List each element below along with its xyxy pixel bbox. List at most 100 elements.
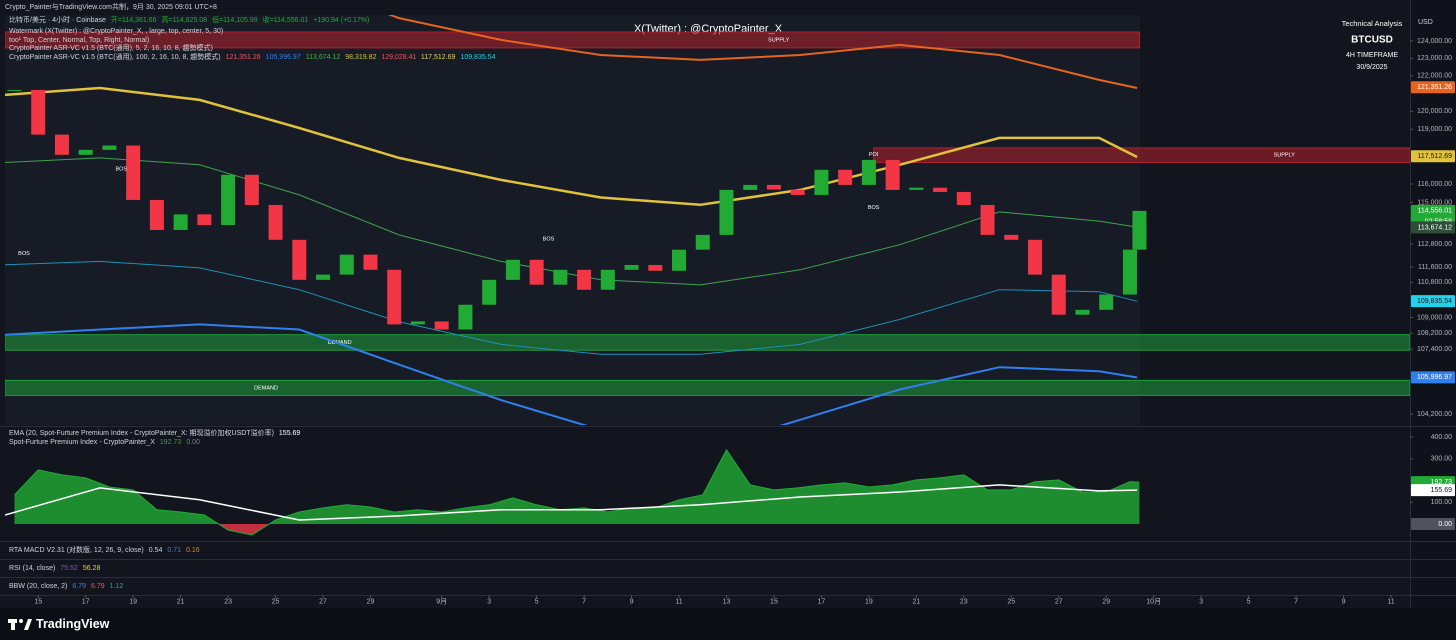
caption: Crypto_Painter与TradingView.com共制，9月 30, … xyxy=(5,2,217,11)
x-tick-label: 21 xyxy=(177,598,185,605)
legend-line: EMA (20, Spot-Furture Premium Index - Cr… xyxy=(9,428,300,437)
x-tick-label: 9 xyxy=(630,598,634,605)
x-tick-label: 3 xyxy=(1199,598,1203,605)
area-line xyxy=(14,448,1140,536)
legend-part: 155.69 xyxy=(279,430,301,437)
candle xyxy=(458,304,473,330)
y-tick-label: 116,000.00 xyxy=(1417,181,1452,188)
price-tag-label: 121,351.26 xyxy=(1417,84,1452,91)
legend-part: Watermark (X(Twitter) : @CryptoPainter_X… xyxy=(9,28,223,35)
x-tick-label: 15 xyxy=(34,598,42,605)
y-tick-label: 124,000.00 xyxy=(1417,38,1452,45)
y-tick-label: 122,000.00 xyxy=(1417,73,1452,80)
candle xyxy=(885,159,900,190)
price-tag-label: 117,512.69 xyxy=(1417,153,1452,160)
candle xyxy=(316,274,331,280)
candle xyxy=(78,149,93,155)
legend-part: too¹ Top, Center, Normal, Top, Right, No… xyxy=(9,37,149,44)
x-tick-label: 17 xyxy=(82,598,90,605)
candle xyxy=(861,159,876,185)
info-symbol: BTCUSD xyxy=(1351,35,1393,46)
x-tick-label: 5 xyxy=(535,598,539,605)
price-tag-label: 0.00 xyxy=(1438,521,1452,528)
y-tick-label: 100.00 xyxy=(1431,499,1453,506)
y-tick-label: 104,200.00 xyxy=(1417,411,1452,418)
x-tick-label: 21 xyxy=(912,598,920,605)
legend-part: CryptoPainter ASR-VC v1.5 (BTC(通用), 100,… xyxy=(9,52,221,61)
legend-part: 0.71 xyxy=(167,547,181,554)
y-tick-label: 120,000.00 xyxy=(1417,108,1452,115)
annotation: BOS xyxy=(115,167,127,173)
candle xyxy=(1004,234,1019,240)
candle xyxy=(909,187,924,190)
logo-part xyxy=(11,619,15,630)
zone xyxy=(5,379,1410,396)
annotation: BOS xyxy=(543,236,555,242)
candle xyxy=(1122,249,1137,295)
candle xyxy=(624,265,639,270)
candle xyxy=(553,269,568,285)
y-tick-label: 109,000.00 xyxy=(1417,314,1452,321)
x-tick-label: 27 xyxy=(319,598,327,605)
candle xyxy=(956,191,971,205)
zone-label: SUPPLY xyxy=(1274,153,1296,159)
candle xyxy=(1075,309,1090,315)
candle xyxy=(102,145,117,150)
legend-line: RSI (14, close) 75.52 56.28 xyxy=(9,565,100,572)
price-tag xyxy=(1411,295,1455,308)
info-text: 30/9/2025 xyxy=(1356,64,1387,71)
price-tag-label: 109,835.54 xyxy=(1417,298,1452,305)
x-tick-label: 11 xyxy=(675,598,682,605)
y-tick-label: 119,000.00 xyxy=(1417,126,1452,133)
x-tick-label: 7 xyxy=(582,598,586,605)
x-tick-label: 7 xyxy=(1294,598,1298,605)
legend-part: 129,028.41 xyxy=(381,54,416,61)
footer xyxy=(0,608,1456,640)
legend-part: 105,996.97 xyxy=(266,54,301,61)
candle xyxy=(1051,274,1066,315)
logo-part xyxy=(24,619,32,630)
candle xyxy=(268,204,283,240)
area-fill-negative xyxy=(14,523,1140,535)
legend-part: 开=114,361.66 xyxy=(111,16,157,24)
x-tick-label: 25 xyxy=(1007,598,1015,605)
zone xyxy=(873,147,1410,163)
legend-line: Spot-Furture Premium Index - CryptoPaint… xyxy=(9,439,200,446)
candle xyxy=(387,269,402,325)
brand-logo xyxy=(8,619,32,630)
candle xyxy=(672,249,687,271)
x-tick-label: 29 xyxy=(367,598,375,605)
y-tick-label: 111,600.00 xyxy=(1418,264,1452,271)
x-tick-label: 23 xyxy=(224,598,232,605)
candle xyxy=(149,199,164,230)
x-tick-label: 15 xyxy=(770,598,778,605)
legend-part: RSI (14, close) xyxy=(9,565,55,572)
legend-line: CryptoPainter ASR-VC v1.5 (BTC(通用), 100,… xyxy=(9,52,496,61)
y-tick-label: 112,800.00 xyxy=(1417,241,1452,248)
y-tick-label: 115,000.00 xyxy=(1417,199,1452,206)
legend-part: 0.16 xyxy=(186,547,200,554)
y-tick-label: 108,200.00 xyxy=(1417,330,1452,337)
legend-line: too¹ Top, Center, Normal, Top, Right, No… xyxy=(9,37,149,44)
price-tag xyxy=(1411,81,1455,94)
legend-part: 192.73 xyxy=(160,439,182,446)
candle xyxy=(838,169,853,185)
candle xyxy=(790,189,805,195)
currency: USD xyxy=(1418,19,1433,26)
legend-line: BBW (20, close, 2) 6.79 6.79 1.12 xyxy=(9,583,123,590)
legend-part: 117,512.69 xyxy=(421,54,456,61)
candle xyxy=(719,189,734,235)
legend-part: Spot-Furture Premium Index - CryptoPaint… xyxy=(9,439,155,446)
candle xyxy=(482,279,497,305)
legend-part: RTA MACD V2.31 (对数版, 12, 26, 9, close) xyxy=(9,545,144,554)
x-tick-label: 25 xyxy=(272,598,280,605)
candle xyxy=(529,259,544,285)
candle xyxy=(363,254,378,270)
legend-part: 高=114,825.08 xyxy=(161,15,207,24)
x-tick-label: 19 xyxy=(865,598,873,605)
ema-line xyxy=(5,484,1138,521)
legend-part: 56.28 xyxy=(83,565,101,572)
info-text: 4H TIMEFRAME xyxy=(1346,52,1398,59)
legend-part: 0.54 xyxy=(149,547,163,554)
